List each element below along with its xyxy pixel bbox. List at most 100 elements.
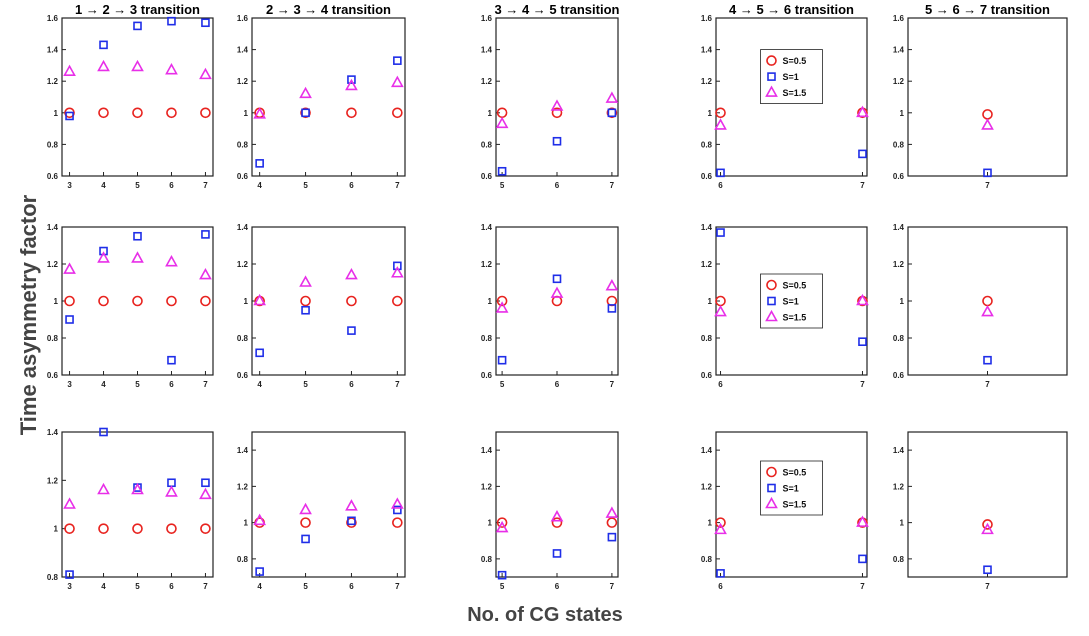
data-point-triangle (131, 251, 144, 263)
data-point-square (858, 337, 867, 347)
y-tick-label: 0.8 (481, 140, 493, 149)
legend-marker-circle (766, 279, 777, 291)
legend-label: S=1 (783, 72, 799, 82)
x-tick-label: 7 (203, 181, 208, 190)
x-tick-label: 3 (67, 582, 72, 591)
x-tick-label: 7 (395, 582, 400, 591)
x-tick-label: 7 (395, 380, 400, 389)
y-tick-label: 1.4 (47, 46, 59, 55)
x-tick-label: 6 (349, 380, 354, 389)
data-point-square (607, 304, 617, 313)
data-point-triangle (299, 502, 312, 515)
data-point-triangle (981, 118, 994, 130)
y-tick-label: 0.6 (47, 172, 59, 181)
x-tick-label: 4 (257, 582, 262, 591)
data-point-square (201, 230, 210, 239)
x-tick-label: 7 (203, 582, 208, 591)
panel-frame (907, 226, 1068, 376)
y-tick-label: 1.2 (701, 77, 713, 86)
data-point-triangle (550, 510, 564, 522)
y-tick-label: 1.2 (893, 77, 905, 86)
y-tick-label: 0.6 (701, 172, 713, 181)
data-point-square (983, 355, 992, 365)
y-tick-label: 0.8 (47, 334, 59, 343)
y-tick-label: 1.2 (47, 260, 59, 269)
data-point-circle (300, 295, 311, 307)
data-point-circle (98, 523, 109, 534)
legend: S=0.5 S=1 S=1.5 (760, 49, 823, 104)
data-point-square (393, 505, 402, 515)
y-tick-label: 1.2 (893, 260, 905, 269)
panel-0-0: 1 → 2 → 3 transition 3 4 5 6 7 0.6 0.8 1 1.2 1.4 1.… (47, 2, 214, 190)
data-point-triangle (299, 275, 312, 287)
data-point-triangle (97, 251, 110, 263)
data-point-square (255, 348, 264, 358)
y-tick-label: 0.8 (47, 140, 59, 149)
data-point-circle (715, 517, 726, 528)
y-tick-label: 1.6 (893, 14, 905, 23)
x-tick-label: 4 (257, 181, 262, 190)
x-tick-label: 7 (985, 380, 990, 389)
x-tick-label: 7 (860, 181, 865, 190)
data-point-triangle (165, 255, 178, 267)
y-tick-label: 1.4 (701, 446, 713, 455)
legend-label: S=1 (783, 484, 799, 494)
y-tick-label: 1.2 (237, 260, 249, 269)
data-point-triangle (253, 107, 267, 119)
data-point-triangle (714, 522, 727, 535)
data-point-square (858, 149, 867, 159)
data-point-triangle (714, 304, 727, 317)
x-tick-label: 6 (169, 582, 174, 591)
panel-title: 4 → 5 → 6 transition (729, 2, 854, 17)
panel-1-3: 6 7 0.6 0.8 1 1.2 1.4 S=0.5 S=1 S=1.5 (701, 223, 869, 389)
data-point-circle (166, 523, 177, 534)
y-tick-label: 1.4 (701, 46, 713, 55)
panel-0-3: 4 → 5 → 6 transition 6 7 0.6 0.8 1 1.2 1.4 1.6 S=… (701, 2, 869, 190)
y-tick-label: 1.4 (481, 446, 493, 455)
legend: S=0.5 S=1 S=1.5 (760, 460, 823, 516)
y-tick-label: 0.8 (701, 140, 713, 149)
data-point-square (347, 516, 356, 526)
data-point-circle (200, 107, 211, 119)
y-tick-label: 1.2 (47, 476, 59, 485)
data-point-triangle (345, 267, 358, 280)
panel-title: 5 → 6 → 7 transition (925, 2, 1050, 17)
data-point-square (607, 108, 617, 118)
data-point-triangle (97, 482, 110, 495)
x-tick-label: 6 (718, 380, 723, 389)
data-point-circle (496, 295, 508, 307)
legend-marker-square (767, 72, 776, 81)
data-point-triangle (165, 485, 178, 497)
x-tick-label: 7 (203, 380, 208, 389)
legend-label: S=1.5 (783, 88, 807, 98)
y-tick-label: 0.6 (701, 371, 713, 380)
panel-2-3: 6 7 0.8 1 1.2 1.4 S=0.5 S=1 S=1.5 (701, 431, 869, 591)
y-tick-label: 0.8 (701, 555, 713, 564)
data-point-circle (606, 107, 618, 119)
data-point-triangle (856, 293, 869, 306)
data-point-circle (346, 295, 357, 307)
panel-2-4: 7 0.8 1 1.2 1.4 (893, 431, 1068, 591)
x-tick-label: 4 (101, 181, 106, 190)
y-tick-label: 1.6 (237, 14, 249, 23)
x-tick-label: 5 (303, 380, 308, 389)
x-tick-label: 5 (303, 181, 308, 190)
x-tick-label: 4 (257, 380, 262, 389)
data-point-circle (346, 517, 357, 528)
data-point-circle (982, 519, 993, 530)
data-point-triangle (345, 499, 358, 511)
legend-box (760, 460, 823, 516)
data-point-triangle (981, 522, 994, 535)
x-tick-label: 7 (985, 181, 990, 190)
data-point-square (99, 427, 108, 437)
y-tick-label: 1 (708, 297, 713, 306)
y-tick-label: 1.2 (701, 482, 713, 491)
y-tick-label: 1.2 (701, 260, 713, 269)
x-tick-label: 6 (718, 582, 723, 591)
data-point-circle (982, 295, 993, 307)
panel-title: 1 → 2 → 3 transition (75, 2, 200, 17)
x-tick-label: 4 (101, 380, 106, 389)
y-tick-label: 0.8 (893, 555, 905, 564)
panel-frame (495, 226, 619, 376)
